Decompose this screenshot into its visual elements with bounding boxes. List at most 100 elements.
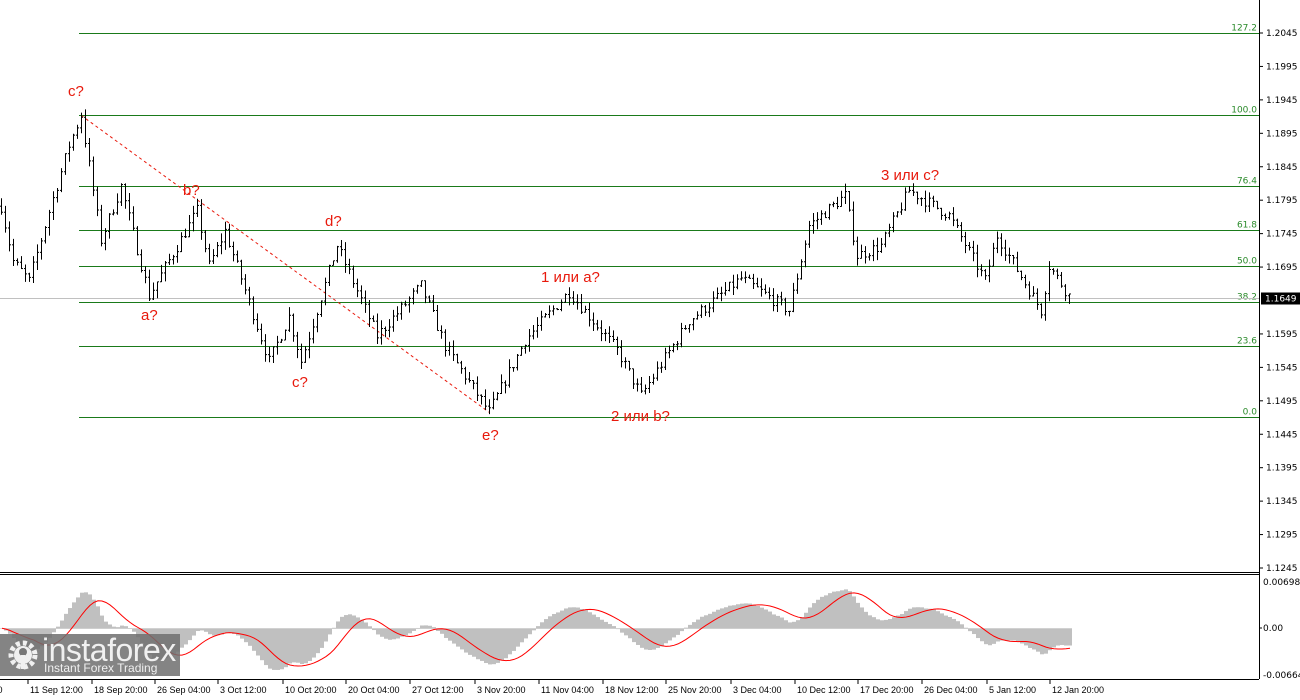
histogram-bar — [460, 628, 464, 650]
ohlc-bars — [0, 109, 1071, 415]
fib-label: 0.0 — [1243, 408, 1258, 418]
fib-label: 127.2 — [1231, 24, 1257, 34]
histogram-bar — [268, 628, 272, 669]
histogram-bar — [904, 611, 908, 629]
histogram-bar — [544, 619, 548, 629]
histogram-bar — [624, 628, 628, 636]
histogram-bar — [180, 628, 184, 648]
time-tick-label: 18 Nov 12:00 — [605, 685, 659, 695]
histogram-bar — [880, 620, 884, 629]
histogram-bar — [680, 628, 684, 632]
instaforex-logo: instaforex Instant Forex Trading — [0, 632, 180, 676]
histogram-bar — [932, 609, 936, 629]
histogram-bar — [664, 628, 668, 644]
histogram-bar — [312, 628, 316, 658]
histogram-bar — [1068, 628, 1072, 646]
histogram-bar — [412, 628, 416, 631]
fib-label: 61.8 — [1237, 221, 1257, 231]
histogram-bar — [732, 605, 736, 629]
histogram-bar — [996, 628, 1000, 642]
histogram-bar — [204, 628, 208, 632]
histogram-bar — [68, 608, 72, 629]
histogram-bar — [416, 627, 420, 629]
histogram-bar — [568, 607, 572, 629]
histogram-bar — [100, 615, 104, 629]
histogram-bar — [404, 628, 408, 636]
trend-line — [80, 114, 490, 413]
histogram-bar — [84, 592, 88, 629]
histogram-bar — [296, 628, 300, 663]
histogram-bar — [572, 607, 576, 629]
histogram-bar — [860, 607, 864, 629]
time-tick-label: 3 Oct 12:00 — [220, 685, 267, 695]
histogram-bar — [752, 604, 756, 629]
histogram-bar — [964, 627, 968, 629]
histogram-bar — [584, 610, 588, 629]
histogram-bar — [520, 628, 524, 643]
time-tick-label: 17 Dec 20:00 — [860, 685, 914, 695]
price-tick-label: 1.1445 — [1266, 430, 1298, 440]
histogram-bar — [748, 603, 752, 629]
histogram-bar — [340, 616, 344, 629]
histogram-bar — [300, 628, 304, 665]
histogram-bar — [764, 609, 768, 629]
histogram-bar — [984, 628, 988, 645]
histogram-bar — [652, 628, 656, 650]
histogram-bar — [944, 615, 948, 629]
price-tick-label: 1.1745 — [1266, 230, 1298, 240]
fib-label: 76.4 — [1237, 177, 1257, 187]
histogram-bar — [648, 628, 652, 651]
histogram-bar — [76, 597, 80, 629]
histogram-bar — [848, 591, 852, 629]
time-tick-label: 25 Nov 20:00 — [668, 685, 722, 695]
histogram-bar — [352, 615, 356, 629]
histogram-bar — [828, 593, 832, 629]
histogram-bar — [796, 620, 800, 629]
histogram-bar — [448, 628, 452, 641]
histogram-bar — [1028, 628, 1032, 648]
histogram-bar — [768, 611, 772, 629]
histogram-bar — [484, 628, 488, 664]
time-tick-label: 10 Oct 20:00 — [285, 685, 337, 695]
histogram-bar — [660, 628, 664, 647]
wave-label: c? — [292, 374, 308, 391]
histogram-bar — [892, 617, 896, 629]
histogram-bar — [692, 622, 696, 629]
histogram-bar — [832, 591, 836, 629]
histogram-bar — [656, 628, 660, 648]
histogram-bar — [976, 628, 980, 639]
histogram-bar — [644, 628, 648, 650]
histogram-bar — [552, 613, 556, 629]
fib-label: 50.0 — [1237, 257, 1257, 267]
histogram-bar — [252, 628, 256, 651]
histogram-bar — [348, 614, 352, 629]
histogram-bar — [228, 628, 232, 633]
price-tick-label: 1.1345 — [1266, 497, 1298, 507]
time-tick-label: 26 Dec 04:00 — [924, 685, 978, 695]
histogram-bar — [720, 608, 724, 629]
histogram-bar — [528, 628, 532, 635]
wave-label: b? — [183, 182, 200, 199]
fib-label: 23.6 — [1237, 337, 1257, 347]
histogram-bar — [588, 612, 592, 629]
wave-label: d? — [325, 213, 342, 230]
histogram-bar — [1060, 628, 1064, 646]
histogram-bar — [508, 628, 512, 655]
histogram-bar — [1064, 628, 1068, 646]
histogram-bar — [392, 628, 396, 640]
histogram-bar — [184, 628, 188, 645]
histogram-bar — [728, 605, 732, 629]
histogram-bar — [700, 616, 704, 629]
histogram-bar — [780, 617, 784, 629]
histogram-bar — [12, 628, 16, 639]
histogram-bar — [500, 628, 504, 661]
oscillator-tick-label: -0.00664 — [1263, 671, 1300, 681]
histogram-bar — [48, 628, 52, 638]
histogram-bar — [1012, 628, 1016, 641]
histogram-bar — [336, 621, 340, 629]
histogram-bar — [260, 628, 264, 661]
price-tick-label: 1.2045 — [1266, 29, 1298, 39]
histogram-bar — [1044, 628, 1048, 654]
histogram-bar — [960, 624, 964, 629]
